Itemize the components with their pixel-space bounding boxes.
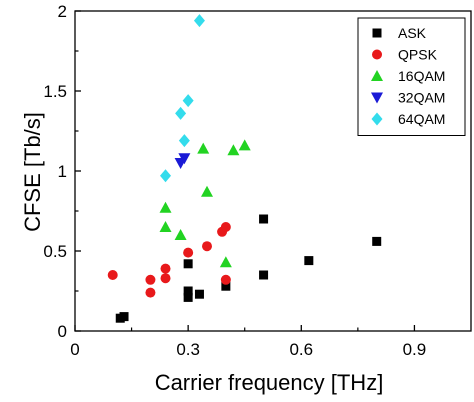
data-point-qpsk	[145, 287, 156, 298]
data-point-16qam	[197, 142, 210, 154]
legend-label: QPSK	[398, 47, 438, 63]
x-axis-title: Carrier frequency [THz]	[155, 370, 384, 395]
data-point-16qam	[159, 201, 172, 213]
data-point-qpsk	[183, 247, 194, 258]
legend-marker-64qam	[371, 112, 383, 126]
data-point-ask	[304, 256, 314, 266]
legend-label: 16QAM	[398, 68, 445, 84]
series-16qam	[159, 139, 251, 268]
y-tick-label: 0.5	[43, 242, 67, 261]
data-point-qpsk	[220, 222, 231, 232]
y-tick-label: 1.5	[43, 82, 67, 101]
data-point-16qam	[219, 256, 232, 268]
data-point-qpsk	[202, 241, 212, 252]
data-point-64qam	[193, 14, 205, 28]
legend-label: 32QAM	[398, 90, 445, 106]
data-point-ask	[183, 292, 193, 302]
data-point-ask	[372, 236, 382, 246]
legend-marker-16qam	[371, 70, 383, 81]
data-point-qpsk	[107, 270, 118, 280]
x-tick-label: 0.9	[403, 340, 427, 359]
legend-label: 64QAM	[398, 111, 445, 127]
x-tick-label: 0	[70, 340, 79, 359]
y-tick-label: 2	[58, 2, 67, 21]
data-point-ask	[119, 312, 129, 322]
legend-label: ASK	[398, 25, 427, 41]
data-point-16qam	[227, 144, 240, 156]
data-point-ask	[259, 214, 269, 224]
data-point-ask	[221, 281, 231, 291]
data-point-16qam	[159, 221, 172, 232]
data-point-16qam	[238, 139, 251, 151]
data-point-ask	[183, 259, 193, 269]
legend-marker-32qam	[371, 92, 383, 104]
y-axis-title: CFSE [Tb/s]	[20, 112, 45, 232]
data-point-64qam	[160, 169, 172, 183]
series-64qam	[160, 14, 205, 183]
data-point-qpsk	[160, 273, 171, 284]
series-qpsk	[107, 222, 231, 298]
data-point-qpsk	[145, 274, 156, 285]
y-tick-label: 1	[58, 162, 67, 181]
legend-marker-ask	[372, 28, 382, 38]
data-point-64qam	[178, 134, 190, 148]
legend-marker-qpsk	[372, 49, 382, 60]
y-tick-label: 0	[58, 322, 67, 341]
x-tick-label: 0.6	[289, 340, 313, 359]
data-point-qpsk	[160, 263, 171, 274]
data-point-32qam	[178, 153, 191, 165]
series-32qam	[174, 153, 191, 169]
data-point-16qam	[174, 229, 187, 240]
data-point-ask	[183, 286, 193, 296]
legend: ASK QPSK 16QAM 32QAM 64QAM	[357, 17, 466, 136]
data-point-64qam	[182, 94, 194, 108]
data-point-ask	[194, 289, 204, 299]
data-point-64qam	[175, 106, 187, 120]
data-point-ask	[259, 270, 269, 280]
data-point-qpsk	[220, 274, 231, 285]
data-point-16qam	[201, 185, 213, 197]
series-ask	[115, 214, 382, 323]
x-tick-label: 0.3	[176, 340, 200, 359]
